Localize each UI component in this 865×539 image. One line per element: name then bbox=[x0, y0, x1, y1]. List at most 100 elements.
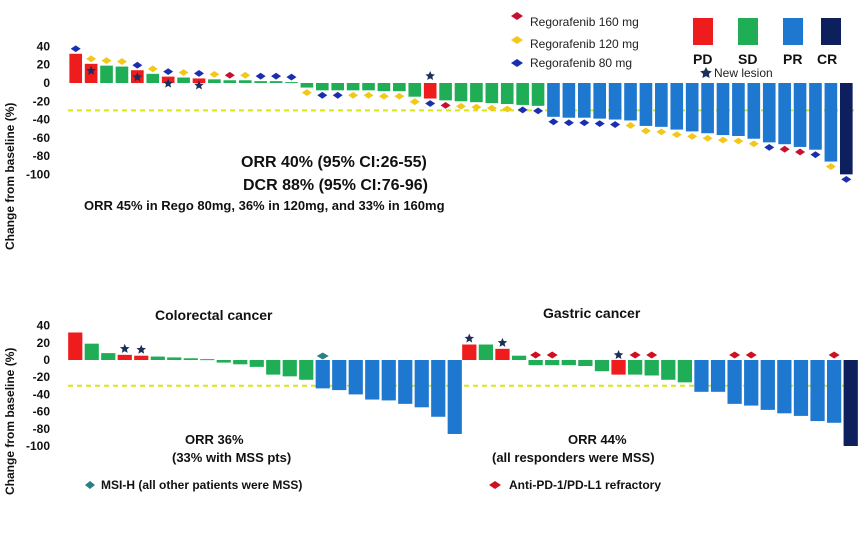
bottom-y-tick-label: 0 bbox=[43, 353, 50, 367]
dose-marker bbox=[579, 119, 590, 127]
dose-marker bbox=[764, 143, 775, 151]
top-bar bbox=[331, 83, 345, 91]
top-bar bbox=[762, 83, 776, 143]
dose-marker bbox=[363, 91, 374, 99]
top-bar bbox=[269, 81, 283, 83]
top-bar bbox=[146, 73, 160, 83]
gastric-bar bbox=[578, 360, 593, 367]
colorectal-bar bbox=[117, 354, 132, 360]
cr-legend-label: CR bbox=[817, 51, 837, 67]
colorectal-bar bbox=[200, 359, 215, 361]
new-lesion-star bbox=[425, 71, 435, 81]
top-bar bbox=[624, 83, 637, 121]
gastric-bar bbox=[511, 355, 527, 360]
gastric-bar bbox=[826, 360, 842, 423]
top-bar bbox=[115, 66, 129, 83]
dose-marker bbox=[301, 89, 312, 96]
dose-marker bbox=[748, 140, 759, 148]
dose-marker bbox=[502, 105, 513, 113]
gastric-bar bbox=[777, 360, 792, 414]
dose-80-legend-label: Regorafenib 80 mg bbox=[530, 56, 632, 70]
gastric-bar bbox=[478, 344, 493, 360]
colorectal-bar bbox=[348, 360, 363, 395]
top-bar bbox=[577, 83, 591, 118]
colorectal-bar bbox=[299, 360, 314, 380]
dose-120-legend-label: Regorafenib 120 mg bbox=[530, 37, 639, 51]
top-bar bbox=[793, 83, 807, 147]
dose-marker bbox=[348, 91, 359, 99]
colorectal-orr-text: ORR 36% bbox=[185, 432, 244, 447]
top-bar bbox=[839, 83, 853, 175]
dose-marker bbox=[810, 151, 821, 159]
dose-marker bbox=[409, 98, 420, 106]
new-lesion-star bbox=[136, 344, 147, 354]
top-bar bbox=[423, 83, 437, 99]
gastric-bar bbox=[710, 360, 726, 392]
bottom-y-tick-label: -20 bbox=[33, 370, 51, 384]
top-y-axis-label: Change from baseline (%) bbox=[3, 103, 17, 250]
dose-marker bbox=[378, 92, 389, 100]
top-bar bbox=[100, 65, 113, 83]
colorectal-bar bbox=[68, 332, 83, 360]
refractory-marker bbox=[646, 351, 658, 359]
top-y-tick-label: 20 bbox=[37, 58, 51, 72]
colorectal-bar bbox=[101, 353, 116, 360]
top-bar bbox=[238, 80, 252, 83]
bottom-y-tick-label: -40 bbox=[33, 387, 51, 401]
gastric-bar bbox=[545, 360, 560, 366]
bottom-y-tick-label: -100 bbox=[26, 439, 50, 453]
new-lesion-star bbox=[86, 65, 96, 75]
gastric-orr-text: ORR 44% bbox=[568, 432, 627, 447]
colorectal-bar bbox=[84, 343, 99, 360]
colorectal-bar bbox=[183, 358, 198, 360]
dose-marker bbox=[733, 137, 744, 145]
colorectal-bar bbox=[266, 360, 281, 375]
top-bar bbox=[701, 83, 714, 134]
refractory-legend-label: Anti-PD-1/PD-L1 refractory bbox=[509, 478, 661, 492]
top-bar bbox=[824, 83, 838, 162]
orr-overall-text: ORR 40% (95% CI:26-55) bbox=[241, 154, 427, 171]
top-y-tick-label: -60 bbox=[33, 131, 51, 145]
top-bar bbox=[84, 63, 98, 83]
top-bar bbox=[300, 83, 314, 88]
dose-marker bbox=[286, 73, 297, 81]
dose-marker bbox=[240, 71, 251, 79]
bottom-y-tick-label: -80 bbox=[33, 422, 51, 436]
colorectal-panel-title: Colorectal cancer bbox=[155, 307, 273, 323]
top-bar bbox=[69, 53, 83, 83]
msi-h-legend-marker bbox=[85, 481, 95, 489]
colorectal-bar bbox=[315, 360, 330, 389]
colorectal-bar bbox=[431, 360, 446, 417]
top-y-tick-label: -100 bbox=[26, 167, 50, 181]
top-bar bbox=[716, 83, 730, 136]
bottom-y-axis: 40 20 0 -20 -40 -60 -80 -100 bbox=[26, 319, 50, 453]
dose-marker bbox=[425, 100, 436, 107]
gastric-bar bbox=[694, 360, 709, 392]
dose-legend: Regorafenib 160 mg Regorafenib 120 mg Re… bbox=[511, 12, 639, 70]
colorectal-bar bbox=[134, 355, 149, 360]
gastric-bar bbox=[744, 360, 759, 406]
dose-marker bbox=[841, 175, 852, 183]
pr-legend-swatch bbox=[783, 18, 803, 45]
dose-marker bbox=[147, 65, 158, 73]
dose-marker bbox=[687, 133, 698, 140]
top-y-axis: 40 20 0 -20 -40 -60 -80 -100 bbox=[26, 39, 50, 181]
colorectal-bars bbox=[68, 332, 860, 434]
gastric-bar bbox=[495, 348, 510, 360]
gastric-bar bbox=[727, 360, 742, 404]
top-bar bbox=[747, 83, 761, 139]
dose-marker bbox=[116, 58, 127, 65]
refractory-marker bbox=[745, 351, 757, 359]
dose-marker bbox=[779, 145, 790, 153]
dose-marker bbox=[440, 101, 451, 109]
colorectal-bar bbox=[249, 360, 264, 367]
new-lesion-legend-label: New lesion bbox=[714, 66, 773, 80]
dose-marker bbox=[471, 103, 482, 111]
gastric-bar bbox=[677, 360, 692, 383]
cr-legend-swatch bbox=[821, 18, 841, 45]
top-bar bbox=[809, 83, 822, 150]
dose-marker bbox=[86, 55, 97, 63]
gastric-bars bbox=[462, 333, 858, 446]
colorectal-bar bbox=[398, 360, 413, 404]
top-bar bbox=[778, 83, 791, 145]
